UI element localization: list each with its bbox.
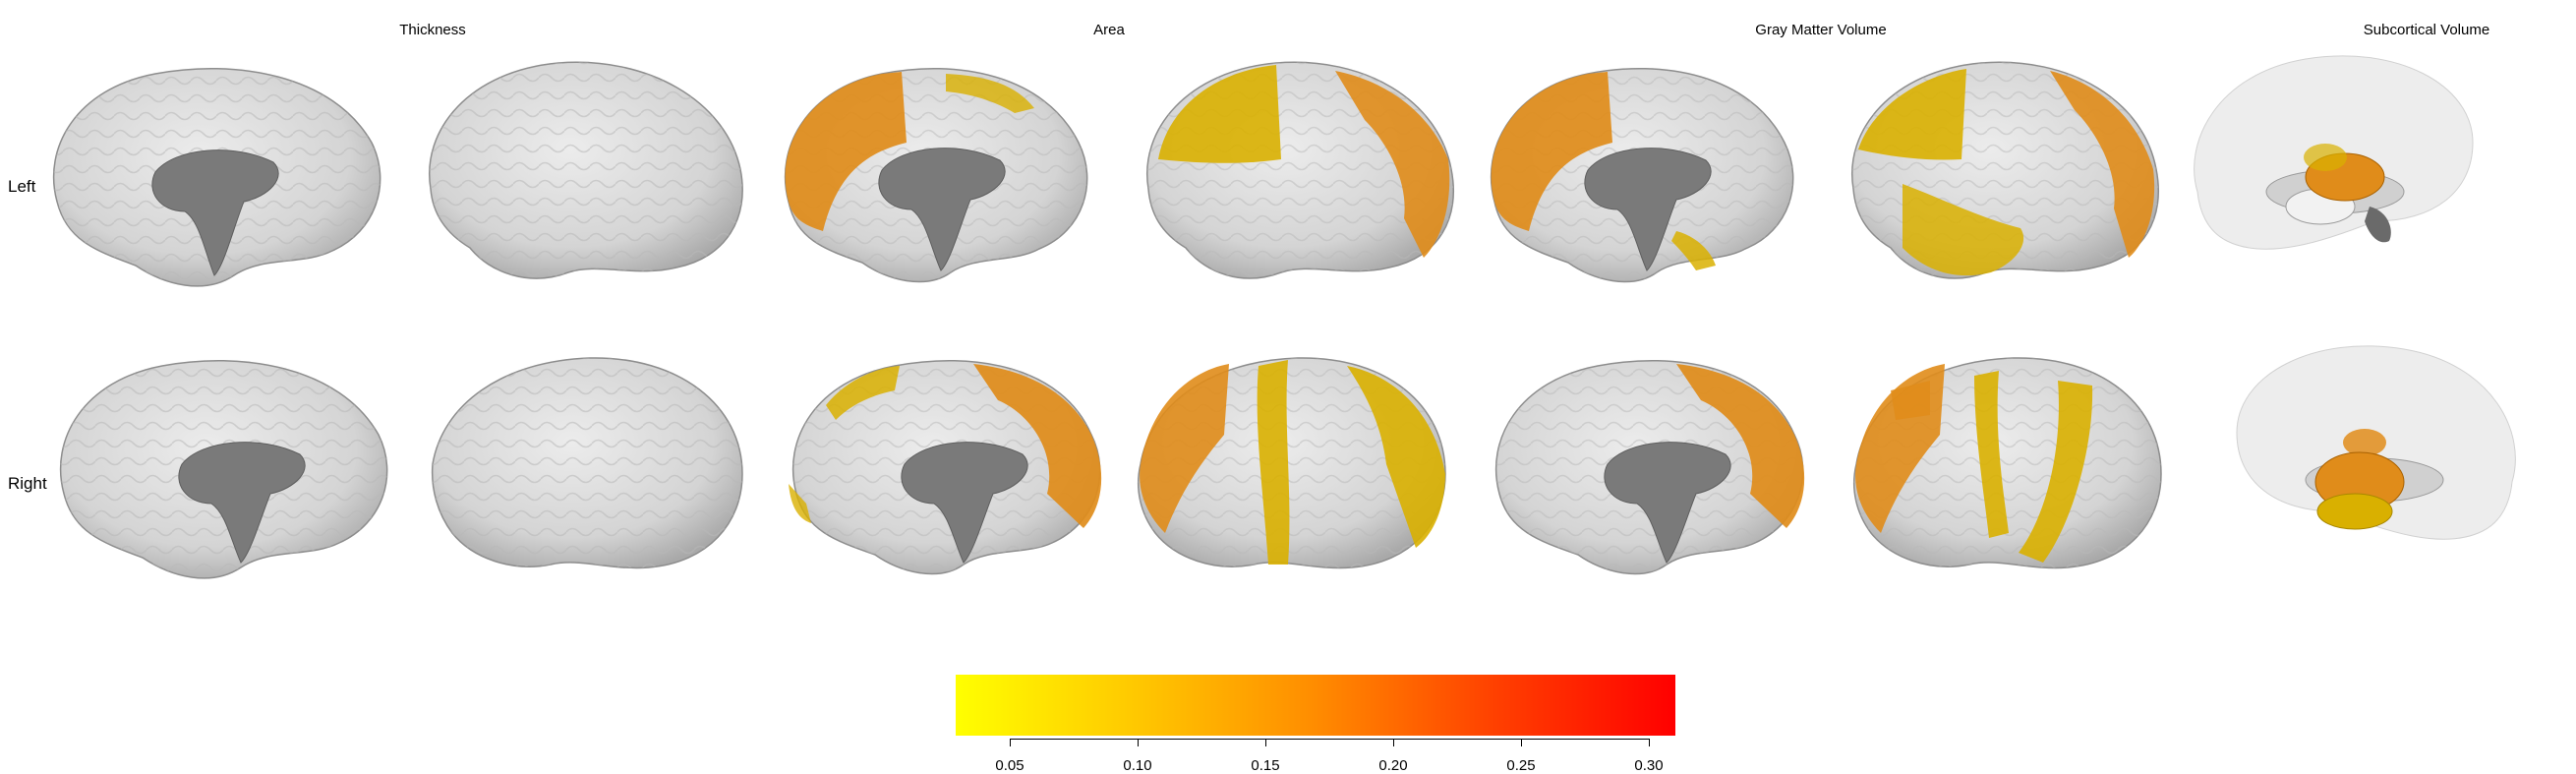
colorbar-tick-label: 0.25 — [1506, 757, 1536, 774]
row-label-left: Left — [8, 177, 36, 196]
colorbar-tick-label: 0.30 — [1634, 757, 1664, 774]
brain-gmv-right-lateral — [1852, 357, 2162, 569]
brain-subcortical-right — [2236, 345, 2516, 540]
title-gray-matter-volume: Gray Matter Volume — [1755, 22, 1887, 38]
title-subcortical-volume: Subcortical Volume — [2363, 22, 2490, 38]
colorbar-tick — [1138, 739, 1139, 746]
colorbar-tick — [1393, 739, 1394, 746]
brain-thickness-left-medial — [52, 67, 381, 287]
title-area: Area — [1093, 22, 1125, 38]
colorbar-tick-label: 0.10 — [1123, 757, 1152, 774]
brain-area-left-lateral — [1146, 61, 1455, 279]
brain-area-left-medial — [784, 68, 1088, 283]
brain-thickness-right-medial — [59, 359, 388, 579]
brain-area-right-medial — [789, 360, 1102, 575]
brain-gmv-left-medial — [1490, 68, 1794, 283]
colorbar — [956, 675, 1675, 736]
row-label-right: Right — [8, 474, 47, 493]
title-thickness: Thickness — [399, 22, 466, 38]
colorbar-tick-label: 0.15 — [1251, 757, 1280, 774]
brain-subcortical-left — [2194, 55, 2474, 250]
brain-gmv-left-lateral — [1851, 61, 2160, 279]
colorbar-tick — [1010, 739, 1011, 746]
colorbar-tick-label: 0.20 — [1378, 757, 1408, 774]
colorbar-axis — [1010, 739, 1649, 740]
colorbar-tick — [1649, 739, 1650, 746]
colorbar-tick-label: 0.05 — [995, 757, 1025, 774]
brain-gmv-right-medial — [1494, 360, 1805, 575]
colorbar-tick — [1521, 739, 1522, 746]
brain-thickness-left-lateral — [429, 61, 743, 279]
brain-thickness-right-lateral — [431, 357, 743, 569]
colorbar-tick — [1265, 739, 1266, 746]
brain-area-right-lateral — [1137, 357, 1446, 569]
